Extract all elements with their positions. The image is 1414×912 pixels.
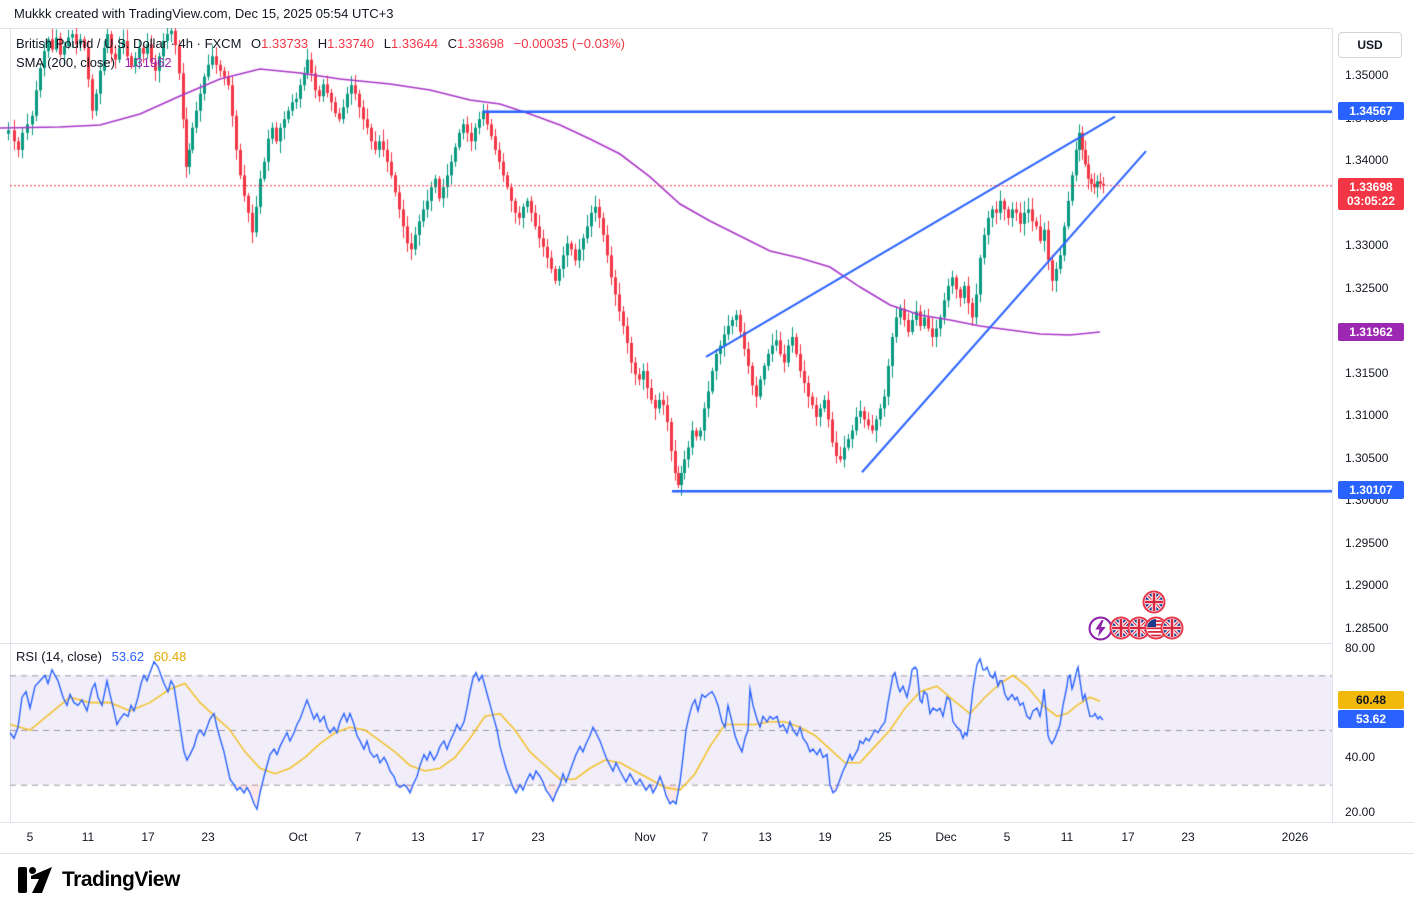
pane-divider[interactable] <box>0 643 1332 644</box>
price-tick-label: 1.30500 <box>1345 450 1389 465</box>
rsi-tick-label: 20.00 <box>1345 804 1376 819</box>
ohlc-open-value: 1.33733 <box>261 36 309 51</box>
time-tick-label: 5 <box>26 830 34 844</box>
sma-indicator-label[interactable]: SMA (200, close) <box>16 55 115 70</box>
uk-flag-event-icon[interactable] <box>1160 616 1184 640</box>
uk-flag-event-icon[interactable] <box>1109 616 1133 640</box>
time-tick-label: Dec <box>935 830 957 844</box>
time-tick-label: 17 <box>1121 830 1135 844</box>
time-tick-label: 19 <box>818 830 832 844</box>
sma-price-label: 1.31962 <box>1338 323 1404 342</box>
resistance-price-label: 1.34567 <box>1338 101 1404 120</box>
uk-flag-event-icon[interactable] <box>1127 616 1151 640</box>
price-tick-label: 1.31000 <box>1345 408 1389 423</box>
price-tick-label: 1.35000 <box>1345 68 1389 82</box>
price-tick-label: 1.32500 <box>1345 280 1389 295</box>
rsi-chart-canvas[interactable] <box>0 643 1332 822</box>
ohlc-high-label: H <box>317 36 328 51</box>
time-tick-label: 25 <box>878 830 892 844</box>
symbol-legend[interactable]: British Pound / U.S. Dollar · 4h · FXCM … <box>16 34 625 72</box>
symbol-title[interactable]: British Pound / U.S. Dollar · 4h · FXCM <box>16 36 242 51</box>
time-tick-label: 23 <box>531 830 545 844</box>
time-tick-label: Nov <box>634 830 656 844</box>
rsi-tick-label: 40.00 <box>1345 750 1376 765</box>
watermark-attribution-text: Mukkk created with TradingView.com, Dec … <box>14 6 394 21</box>
time-tick-label: Oct <box>288 830 308 844</box>
rsi-indicator-value: 53.62 <box>111 649 145 664</box>
ohlc-open-label: O <box>251 36 262 51</box>
bar-countdown-timer: 03:05:22 <box>1346 193 1396 208</box>
ohlc-low-label: L <box>383 36 392 51</box>
rsi-ma-indicator-value: 60.48 <box>153 649 187 664</box>
tradingview-logo-icon <box>18 867 52 893</box>
price-scale-panel[interactable]: USD 1.350001.345001.340001.330001.325001… <box>1332 28 1414 822</box>
price-tick-label: 1.33000 <box>1345 238 1389 253</box>
us-flag-event-icon[interactable] <box>1144 616 1168 640</box>
time-tick-label: 17 <box>471 830 485 844</box>
price-tick-label: 1.29000 <box>1345 578 1389 593</box>
ohlc-change-value: −0.00035 (−0.03%) <box>513 36 625 51</box>
time-tick-label: 7 <box>701 830 709 844</box>
time-tick-label: 11 <box>1060 830 1074 844</box>
tradingview-logo[interactable]: TradingView <box>18 866 180 894</box>
time-tick-label: 13 <box>758 830 772 844</box>
time-tick-label: 11 <box>81 830 95 844</box>
time-tick-label: 17 <box>141 830 155 844</box>
ohlc-close-value: 1.33698 <box>457 36 505 51</box>
rsi-legend[interactable]: RSI (14, close) 53.62 60.48 <box>16 649 186 664</box>
rsi-ma-value-label: 60.48 <box>1338 691 1404 710</box>
price-chart-canvas[interactable] <box>0 28 1332 643</box>
time-tick-label: 7 <box>354 830 362 844</box>
rsi-indicator-label[interactable]: RSI (14, close) <box>16 649 102 664</box>
price-tick-label: 1.28500 <box>1345 620 1389 635</box>
ohlc-high-value: 1.33740 <box>327 36 375 51</box>
rsi-value-label: 53.62 <box>1338 710 1404 729</box>
ohlc-close-label: C <box>447 36 458 51</box>
sma-indicator-value: 1.31962 <box>124 55 172 70</box>
time-tick-label: 5 <box>1003 830 1011 844</box>
price-tick-label: 1.31500 <box>1345 365 1389 380</box>
price-tick-label: 1.29500 <box>1345 535 1389 550</box>
current-price-label: 1.33698 03:05:22 <box>1338 177 1404 210</box>
ohlc-low-value: 1.33644 <box>391 36 439 51</box>
price-tick-label: 1.34000 <box>1345 153 1389 168</box>
time-tick-label: 13 <box>411 830 425 844</box>
time-tick-label: 2026 <box>1281 830 1309 844</box>
tradingview-logo-text: TradingView <box>62 868 180 891</box>
uk-flag-event-icon[interactable] <box>1142 590 1166 614</box>
support-price-label: 1.30107 <box>1338 481 1404 500</box>
currency-toggle-button[interactable]: USD <box>1338 32 1402 58</box>
time-tick-label: 23 <box>1181 830 1195 844</box>
rsi-tick-label: 80.00 <box>1345 641 1376 655</box>
time-scale-panel[interactable]: 5 11 17 23 Oct 7 13 17 23 Nov 7 13 19 25 Dec 5 11 17 23 202… <box>0 822 1414 854</box>
time-tick-label: 23 <box>201 830 215 844</box>
